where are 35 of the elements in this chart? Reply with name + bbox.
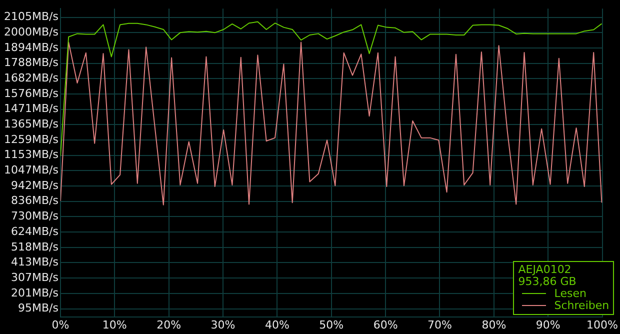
y-tick-label: 1788MB/s [4, 56, 59, 70]
x-tick-label: 90% [536, 318, 560, 332]
legend-label: Schreiben [554, 298, 610, 312]
x-tick-label: 30% [210, 318, 236, 332]
y-tick-label: 1259MB/s [4, 132, 59, 146]
x-tick-label: 80% [482, 318, 506, 332]
y-tick-label: 413MB/s [10, 256, 59, 269]
y-tick-label: 1365MB/s [4, 117, 59, 130]
y-tick-label: 1682MB/s [4, 72, 59, 85]
x-tick-label: 20% [156, 318, 182, 332]
y-tick-label: 2000MB/s [4, 25, 59, 38]
annotation: AEJA0102 [518, 262, 572, 276]
y-tick-label: 307MB/s [10, 270, 59, 284]
x-tick-label: 40% [264, 318, 290, 332]
y-tick-label: 1576MB/s [4, 86, 59, 100]
y-tick-label: 201MB/s [10, 286, 59, 300]
x-tick-label: 70% [428, 318, 452, 332]
y-tick-label: 730MB/s [10, 210, 59, 223]
legend-label: Lesen [554, 286, 586, 300]
y-tick-label: 942MB/s [10, 178, 59, 192]
y-tick-label: 1153MB/s [4, 148, 59, 162]
y-tick-label: 1894MB/s [4, 40, 59, 54]
annotation: 953,86 GB [518, 274, 578, 288]
y-tick-label: 1471MB/s [4, 102, 59, 116]
y-tick-label: 1047MB/s [4, 164, 59, 177]
x-tick-label: 50% [319, 318, 344, 332]
y-tick-label: 95MB/s [18, 302, 59, 315]
x-tick-label: 10% [102, 318, 127, 332]
y-tick-label: 836MB/s [10, 194, 59, 208]
y-tick-label: 2105MB/s [4, 10, 59, 24]
x-tick-label: 0% [52, 318, 70, 332]
y-tick-label: 518MB/s [10, 240, 59, 254]
x-tick-label: 100% [586, 318, 618, 332]
x-tick-label: 60% [373, 318, 398, 332]
y-tick-label: 624MB/s [10, 224, 59, 238]
